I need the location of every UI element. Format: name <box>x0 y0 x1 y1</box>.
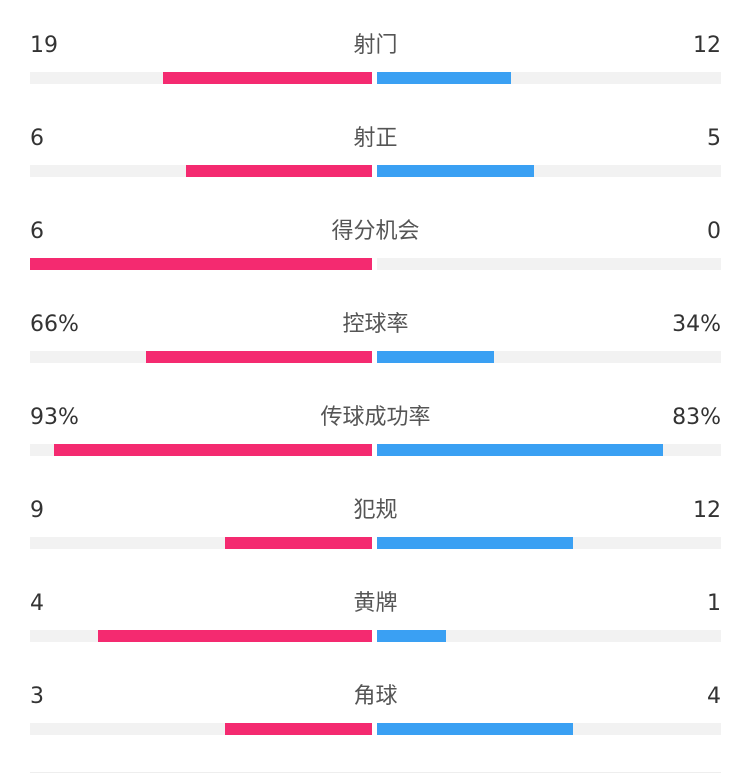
home-bar <box>224 537 372 549</box>
stat-label: 黄牌 <box>353 591 398 616</box>
home-bar-track <box>30 72 372 84</box>
stat-row-chances: 6 得分机会 0 <box>30 216 721 296</box>
away-bar-track <box>377 165 721 177</box>
away-bar <box>377 351 494 363</box>
away-value: 34% <box>672 312 721 337</box>
home-value: 66% <box>30 312 79 337</box>
away-bar-track <box>377 72 721 84</box>
stat-row-pass-accuracy: 93% 传球成功率 83% <box>30 402 721 482</box>
home-bar <box>163 72 372 84</box>
home-value: 9 <box>30 498 44 523</box>
stat-row-possession: 66% 控球率 34% <box>30 309 721 389</box>
stat-label: 犯规 <box>353 498 398 523</box>
home-value: 4 <box>30 591 44 616</box>
home-bar <box>224 723 372 735</box>
stat-label: 控球率 <box>342 312 409 337</box>
away-bar-track <box>377 444 721 456</box>
away-bar-track <box>377 723 721 735</box>
away-bar <box>377 723 574 735</box>
home-bar-track <box>30 630 372 642</box>
home-bar-track <box>30 537 372 549</box>
bottom-divider <box>30 772 721 773</box>
away-bar <box>377 630 446 642</box>
away-bar <box>377 165 534 177</box>
away-bar <box>377 444 663 456</box>
home-value: 3 <box>30 684 44 709</box>
home-bar <box>146 351 372 363</box>
home-value: 93% <box>30 405 79 430</box>
stat-row-shots-on-target: 6 射正 5 <box>30 123 721 203</box>
stat-label: 得分机会 <box>331 219 420 244</box>
stat-row-fouls: 9 犯规 12 <box>30 495 721 575</box>
away-bar-track <box>377 537 721 549</box>
home-bar <box>98 630 372 642</box>
stat-label: 射正 <box>353 126 398 151</box>
home-bar-track <box>30 351 372 363</box>
away-bar-track <box>377 258 721 270</box>
away-value: 83% <box>672 405 721 430</box>
stat-label: 角球 <box>353 684 398 709</box>
away-bar <box>377 537 574 549</box>
stat-row-yellow-cards: 4 黄牌 1 <box>30 588 721 668</box>
away-value: 12 <box>693 498 721 523</box>
away-value: 5 <box>707 126 721 151</box>
home-bar-track <box>30 723 372 735</box>
away-value: 0 <box>707 219 721 244</box>
home-bar <box>30 258 372 270</box>
away-value: 12 <box>693 33 721 58</box>
home-bar <box>53 444 372 456</box>
stat-row-corners: 3 角球 4 <box>30 681 721 761</box>
home-bar-track <box>30 165 372 177</box>
home-value: 19 <box>30 33 58 58</box>
home-value: 6 <box>30 219 44 244</box>
stat-label: 射门 <box>353 33 398 58</box>
away-bar-track <box>377 351 721 363</box>
stat-label: 传球成功率 <box>320 405 431 430</box>
home-bar-track <box>30 258 372 270</box>
away-value: 1 <box>707 591 721 616</box>
home-value: 6 <box>30 126 44 151</box>
away-bar-track <box>377 630 721 642</box>
home-bar-track <box>30 444 372 456</box>
away-value: 4 <box>707 684 721 709</box>
away-bar <box>377 72 512 84</box>
home-bar <box>185 165 372 177</box>
stat-row-shots: 19 射门 12 <box>30 30 721 110</box>
